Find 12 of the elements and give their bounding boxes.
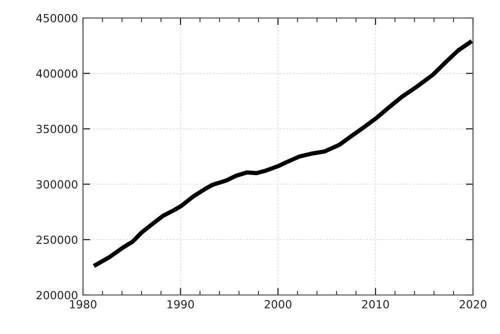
y-tick-label: 450000 [36, 14, 78, 22]
x-tick-label: 1990 [168, 300, 194, 308]
x-tick-label: 2000 [264, 300, 292, 308]
y-tick-label: 400000 [36, 69, 78, 78]
y-tick-label: 200000 [36, 290, 78, 300]
x-tick-label: 1980 [70, 300, 96, 308]
x-tick-label: 2010 [362, 300, 389, 308]
y-tick-label: 350000 [36, 124, 78, 134]
x-tick-label: 2020 [460, 300, 486, 308]
y-tick-label: 250000 [36, 236, 78, 244]
line-series [94, 40, 472, 268]
y-tick-label: 300000 [36, 180, 78, 189]
